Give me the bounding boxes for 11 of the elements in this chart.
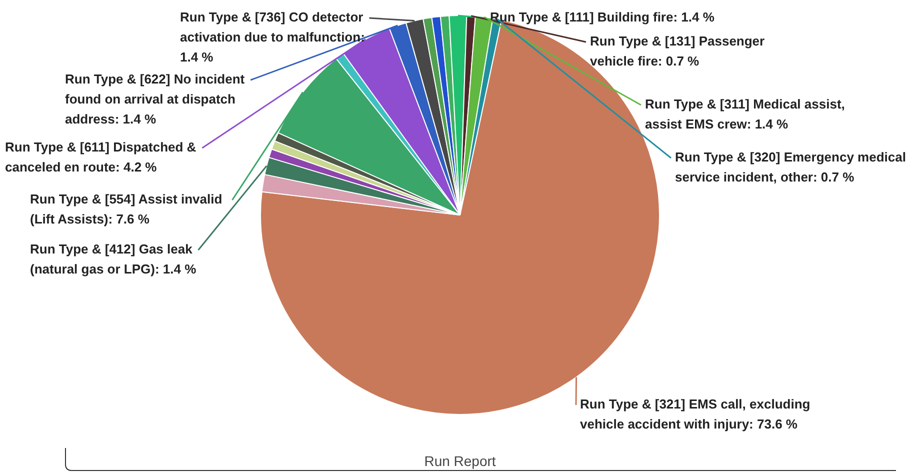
slice-label: Run Type & [320] Emergency medical service incident, other: 0.7 % <box>675 150 906 185</box>
slice-label: Run Type & [412] Gas leak (natural gas or LPG): 1.4 % <box>30 242 197 277</box>
slice-label: Run Type & [611] Dispatched & canceled en route: 4.2 % <box>5 140 196 175</box>
slice-label: Run Type & [131] Passenger vehicle fire: 0.7 % <box>590 34 765 69</box>
slice-label: Run Type & [736] CO detector activation due to malfunction: 1.4 % <box>180 10 365 65</box>
text: Run Report <box>424 452 496 469</box>
slice-label: Run Type & [622] No incident found on arrival at dispatch address: 1.4 % <box>65 72 246 127</box>
slice-label: Run Type & [311] Medical assist, assist EMS crew: 1.4 % <box>645 96 845 132</box>
legend-label: Run Type & [111] Building fire: 1.4 % <box>490 10 715 25</box>
slice-label: Run Type & [321] EMS call, excluding vehicle accident with injury: 73.6 % <box>580 396 810 432</box>
slice-label: Run Type & [554] Assist invalid (Lift Assists): 7.6 % <box>30 192 226 227</box>
